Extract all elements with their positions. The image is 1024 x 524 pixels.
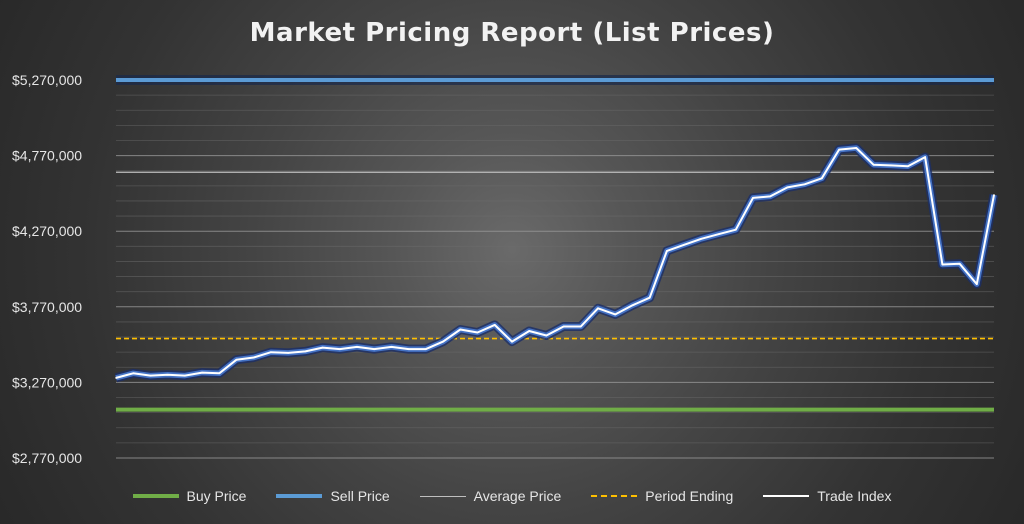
- y-tick-label: $4,270,000: [12, 223, 82, 239]
- trade-index-point: [872, 163, 875, 166]
- trade-index-point: [803, 183, 806, 186]
- trade-index-point: [545, 334, 548, 337]
- trade-index-point: [666, 250, 668, 252]
- trade-index-point: [373, 348, 376, 350]
- trade-index-point: [855, 147, 858, 149]
- trade-index-point: [287, 352, 290, 354]
- trade-index-point: [321, 346, 324, 349]
- trade-index-point: [889, 164, 892, 167]
- trade-index-point: [339, 348, 341, 350]
- trade-index-point: [166, 374, 169, 376]
- legend-swatch-period-ending: [591, 495, 638, 497]
- trade-index-point: [597, 307, 599, 310]
- legend-item-buy-price: Buy Price: [132, 488, 247, 504]
- trade-index-line: [115, 147, 995, 379]
- trade-index-point: [614, 313, 617, 316]
- trade-index-point: [941, 263, 944, 266]
- legend: Buy Price Sell Price Average Price Perio…: [0, 486, 1024, 506]
- legend-label: Average Price: [473, 488, 562, 504]
- legend-label: Buy Price: [186, 488, 247, 504]
- y-tick-label: $2,770,000: [12, 450, 82, 466]
- y-tick-label: $4,770,000: [12, 148, 82, 164]
- trade-index-point: [976, 283, 978, 285]
- trade-index-point: [493, 324, 496, 326]
- trade-index-point: [201, 371, 203, 374]
- trade-index-point: [270, 351, 272, 354]
- legend-item-period-ending: Period Ending: [591, 488, 733, 504]
- legend-label: Sell Price: [330, 488, 390, 504]
- trade-index-point: [132, 372, 134, 375]
- legend-swatch-trade-index: [763, 495, 810, 497]
- trade-index-point: [218, 372, 221, 375]
- trade-index-point: [924, 156, 926, 158]
- trade-index-point: [442, 340, 444, 343]
- trade-index-glow-outer: [114, 143, 999, 383]
- series-lines: [114, 143, 999, 383]
- trade-index-point: [149, 374, 152, 377]
- y-tick-label: $5,270,000: [12, 72, 82, 88]
- y-tick-label: $3,770,000: [12, 299, 82, 315]
- legend-swatch-sell-price: [276, 494, 323, 498]
- trade-index-point: [115, 377, 117, 379]
- trade-index-point: [184, 374, 186, 377]
- trade-index-point: [356, 346, 358, 348]
- trade-index-point: [648, 296, 651, 299]
- trade-index-point: [786, 186, 789, 189]
- trade-index-point: [993, 194, 995, 196]
- legend-label: Trade Index: [817, 488, 892, 504]
- chart-title: Market Pricing Report (List Prices): [249, 18, 775, 48]
- trade-index-point: [425, 348, 427, 350]
- legend-label: Period Ending: [645, 488, 734, 504]
- trade-index-glow: [115, 145, 997, 381]
- trade-index-point: [390, 346, 393, 348]
- trade-index-point: [511, 340, 513, 343]
- reference-lines: [116, 75, 994, 412]
- trade-index-point: [769, 195, 771, 198]
- legend-swatch-average-price: [419, 495, 466, 497]
- legend-swatch-buy-price: [132, 494, 179, 498]
- trade-index-point: [958, 262, 961, 265]
- trade-index-point: [821, 177, 823, 180]
- trade-index-point: [752, 197, 754, 199]
- gridlines: [116, 79, 994, 459]
- trade-index-point: [580, 325, 582, 328]
- trade-index-point: [528, 330, 530, 332]
- trade-index-point: [476, 331, 479, 334]
- trade-index-point: [735, 228, 737, 231]
- legend-item-trade-index: Trade Index: [763, 488, 891, 504]
- trade-index-point: [252, 356, 255, 359]
- trade-index-point: [700, 238, 703, 240]
- legend-item-sell-price: Sell Price: [276, 488, 390, 504]
- trade-index-point: [683, 244, 685, 246]
- trade-index-point: [562, 325, 565, 328]
- trade-index-point: [838, 148, 840, 151]
- trade-index-point: [235, 358, 238, 361]
- trade-index-point: [407, 348, 410, 350]
- y-tick-label: $3,270,000: [12, 374, 82, 390]
- trade-index-point: [304, 350, 307, 353]
- trade-index-point: [631, 304, 634, 307]
- trade-index-point: [459, 328, 462, 331]
- y-axis-tick-labels: $2,770,000 $3,270,000 $3,770,000 $4,270,000…: [12, 72, 82, 466]
- trade-index-point: [907, 165, 909, 167]
- trade-index-point: [717, 233, 720, 235]
- legend-item-average-price: Average Price: [419, 488, 562, 504]
